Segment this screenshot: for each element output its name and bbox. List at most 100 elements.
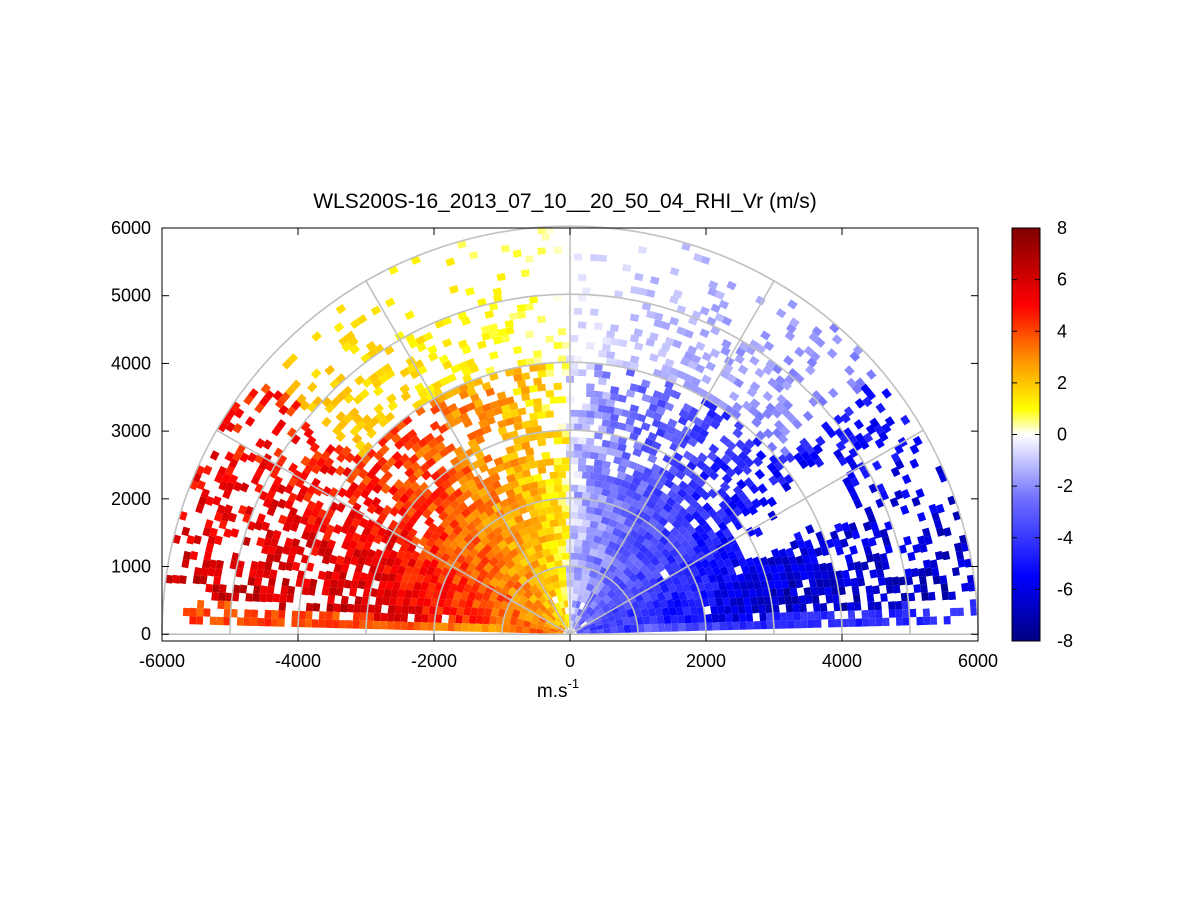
velocity-cell (545, 526, 555, 535)
velocity-cell (266, 506, 276, 517)
velocity-cell (751, 498, 762, 509)
velocity-cell (773, 555, 783, 566)
velocity-cell (350, 318, 361, 329)
velocity-cell (602, 622, 611, 629)
velocity-cell (459, 527, 471, 538)
velocity-cell (417, 388, 429, 399)
velocity-cell (561, 511, 570, 519)
velocity-cell (659, 508, 670, 520)
velocity-cell (432, 452, 443, 463)
velocity-cell (481, 403, 492, 413)
velocity-cell (492, 406, 503, 416)
velocity-cell (352, 620, 360, 629)
velocity-cell (689, 455, 700, 466)
velocity-cell (630, 286, 640, 295)
velocity-cell (230, 401, 241, 412)
velocity-cell (892, 584, 901, 594)
velocity-cell (250, 617, 258, 626)
velocity-cell (661, 321, 671, 331)
velocity-cell (328, 554, 338, 565)
velocity-cell (557, 471, 566, 479)
velocity-cell (772, 572, 781, 582)
velocity-cell (387, 604, 396, 614)
velocity-cell (670, 614, 679, 624)
velocity-cell (589, 472, 599, 481)
velocity-cell (494, 463, 505, 474)
velocity-cell (685, 504, 697, 516)
velocity-cell (752, 456, 764, 467)
velocity-cell (694, 484, 705, 496)
velocity-cell (671, 575, 682, 587)
velocity-cell (596, 543, 607, 553)
velocity-cell (771, 408, 782, 419)
velocity-cell (537, 383, 546, 392)
velocity-cell (223, 528, 233, 538)
velocity-cell (676, 488, 688, 499)
velocity-cell (389, 425, 400, 437)
velocity-cell (480, 325, 491, 334)
velocity-cell (619, 572, 630, 584)
velocity-cell (357, 468, 369, 480)
velocity-cell (702, 502, 713, 513)
velocity-cell (655, 405, 666, 416)
velocity-cell (726, 565, 736, 576)
velocity-cell (673, 598, 683, 609)
velocity-cell (640, 520, 651, 531)
velocity-cell (677, 525, 688, 536)
velocity-cell (200, 567, 209, 577)
velocity-cell (254, 576, 263, 586)
velocity-cell (745, 557, 755, 568)
velocity-cell (501, 553, 513, 564)
velocity-cell (296, 545, 305, 556)
velocity-cell (333, 603, 341, 613)
velocity-cell (723, 506, 735, 518)
velocity-cell (502, 624, 510, 633)
velocity-cell (408, 514, 419, 526)
velocity-cell (287, 585, 296, 595)
velocity-cell (655, 427, 666, 438)
velocity-cell (411, 400, 423, 411)
velocity-cell (707, 451, 718, 462)
velocity-cell (545, 369, 554, 377)
velocity-cell (399, 453, 410, 464)
velocity-cell (499, 564, 510, 576)
velocity-cell (256, 537, 265, 547)
x-tick-label: 2000 (686, 651, 726, 671)
velocity-cell (359, 388, 370, 400)
velocity-cell (390, 433, 402, 444)
velocity-cell (408, 454, 419, 465)
velocity-cell (617, 464, 627, 474)
velocity-cell (780, 620, 788, 629)
velocity-cell (593, 370, 603, 378)
x-tick-label: 4000 (822, 651, 862, 671)
velocity-cell (537, 370, 547, 378)
velocity-cell (765, 604, 773, 614)
velocity-cell (380, 612, 388, 622)
velocity-cell (861, 537, 870, 548)
velocity-cell (874, 560, 883, 571)
velocity-cell (553, 478, 562, 486)
velocity-cell (517, 611, 527, 621)
velocity-cell (319, 464, 330, 475)
velocity-cell (632, 469, 643, 480)
velocity-cell (438, 531, 449, 542)
velocity-cell (723, 557, 733, 568)
velocity-cell (482, 524, 494, 536)
velocity-cell (664, 358, 675, 368)
velocity-cell (223, 504, 233, 515)
velocity-cell (521, 533, 532, 543)
velocity-cell (668, 507, 680, 519)
velocity-cell (678, 408, 690, 419)
velocity-cell (255, 438, 266, 449)
velocity-cell (202, 465, 213, 476)
velocity-cell (305, 610, 313, 620)
velocity-cell (574, 607, 579, 615)
colorbar-tick-label: -8 (1057, 631, 1073, 651)
velocity-cell (449, 518, 460, 530)
velocity-cell (424, 432, 435, 443)
velocity-cell (797, 563, 807, 573)
velocity-cell (296, 393, 307, 405)
velocity-cell (576, 630, 584, 634)
velocity-cell (702, 464, 713, 476)
velocity-cell (537, 620, 546, 627)
